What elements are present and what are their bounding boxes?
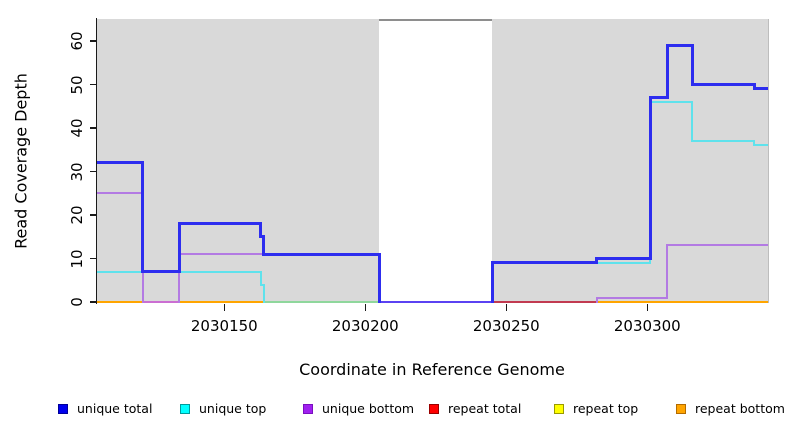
- legend-label-repeat-total: repeat total: [448, 401, 522, 416]
- y-tick-label: 50: [68, 74, 86, 95]
- series-unique-total-segment: [595, 257, 652, 260]
- legend-swatch-repeat-top: [554, 404, 564, 414]
- plot-area: [97, 19, 769, 303]
- series-unique-total-segment: [141, 270, 181, 274]
- y-tick: [90, 257, 97, 260]
- series-unique-total-segment: [648, 96, 669, 100]
- baseline-segment: [97, 301, 143, 303]
- x-tick-label: 2030200: [331, 317, 399, 335]
- series-unique-top-segment: [649, 100, 694, 103]
- y-tick-label: 20: [68, 205, 86, 225]
- series-unique-total-step: [690, 43, 694, 86]
- y-axis-line: [95, 18, 97, 304]
- baseline-segment: [179, 301, 264, 303]
- baseline-segment: [379, 301, 493, 303]
- series-unique-total-segment: [262, 252, 381, 256]
- y-tick-label: 0: [68, 297, 86, 307]
- series-unique-bottom-segment: [97, 192, 144, 195]
- series-unique-total-step: [177, 222, 181, 274]
- series-unique-total-step: [752, 83, 756, 91]
- series-unique-bottom-segment: [666, 244, 768, 247]
- legend-label-repeat-top: repeat top: [573, 401, 639, 416]
- series-unique-total-step: [141, 161, 145, 274]
- series-unique-total-step: [377, 252, 381, 303]
- series-unique-total-step: [665, 43, 669, 100]
- series-unique-top-segment: [691, 140, 756, 143]
- y-tick-label: 60: [68, 31, 86, 51]
- x-axis-title: Coordinate in Reference Genome: [299, 360, 565, 379]
- x-tick: [646, 304, 649, 311]
- legend-label-unique-bottom: unique bottom: [322, 401, 415, 416]
- legend-label-unique-total: unique total: [77, 401, 153, 416]
- y-tick-label: 10: [68, 248, 86, 269]
- x-tick-label: 2030300: [613, 317, 681, 335]
- series-unique-top-step: [753, 140, 756, 147]
- y-tick-label: 30: [68, 161, 86, 182]
- x-tick: [505, 304, 508, 311]
- x-tick-label: 2030250: [472, 317, 540, 335]
- baseline-segment: [492, 301, 597, 303]
- series-unique-top-segment: [753, 144, 768, 147]
- series-unique-total-segment: [490, 261, 599, 265]
- series-unique-total-segment: [665, 43, 694, 47]
- series-unique-total-step: [259, 222, 263, 239]
- series-unique-total-step: [490, 261, 494, 303]
- series-unique-total-segment: [177, 222, 263, 226]
- x-tick: [223, 304, 226, 311]
- series-unique-bottom-step: [666, 244, 669, 299]
- legend-label-unique-top: unique top: [199, 401, 267, 416]
- series-unique-total-segment: [690, 83, 756, 86]
- series-unique-bottom-segment: [595, 296, 669, 299]
- baseline-segment: [142, 301, 180, 303]
- series-unique-total-segment: [97, 161, 145, 165]
- y-tick: [90, 83, 97, 86]
- series-unique-total-step: [595, 257, 599, 265]
- y-tick: [90, 301, 97, 303]
- baseline-segment: [263, 301, 380, 303]
- legend-swatch-unique-total: [58, 404, 68, 414]
- series-unique-top-step: [691, 100, 694, 143]
- y-tick: [90, 127, 97, 129]
- series-unique-top-step: [259, 270, 262, 286]
- y-tick: [90, 214, 97, 216]
- x-tick: [364, 304, 367, 311]
- series-unique-top-step: [262, 283, 265, 303]
- y-tick-label: 40: [68, 118, 86, 138]
- series-unique-total-segment: [752, 87, 768, 91]
- series-unique-bottom-step: [178, 253, 181, 303]
- x-tick-label: 2030150: [190, 317, 258, 335]
- legend-swatch-repeat-total: [429, 404, 439, 414]
- y-tick: [90, 40, 97, 42]
- legend-swatch-repeat-bottom: [676, 404, 686, 414]
- baseline-segment: [596, 301, 768, 303]
- masked-region: [379, 19, 493, 303]
- legend-label-repeat-bottom: repeat bottom: [695, 401, 785, 416]
- series-unique-top-segment: [259, 283, 265, 286]
- legend-swatch-unique-bottom: [303, 404, 313, 414]
- y-axis-title: Read Coverage Depth: [11, 73, 31, 249]
- y-tick: [90, 170, 97, 173]
- series-unique-total-step: [262, 235, 266, 256]
- series-unique-bottom-step: [595, 296, 598, 303]
- series-unique-total-step: [648, 96, 652, 260]
- legend-swatch-unique-top: [180, 404, 190, 414]
